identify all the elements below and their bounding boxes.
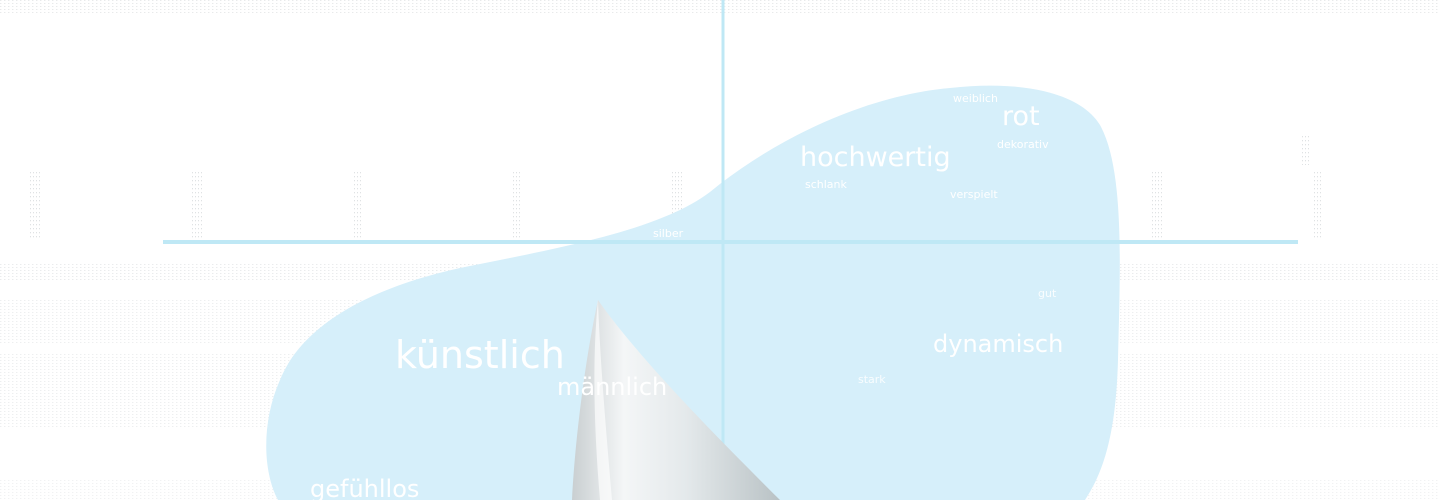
word-silber: silber (653, 227, 684, 240)
word-small-right: gut (1038, 287, 1057, 300)
word-verspielt: verspielt (950, 188, 998, 201)
word-weiblich: weiblich (953, 92, 998, 105)
perception-region (266, 85, 1120, 500)
word-maennlich: männlich (557, 373, 667, 401)
word-gefuehllos: gefühllos (310, 475, 419, 500)
cone-object (572, 300, 780, 500)
word-kuenstlich: künstlich (395, 333, 565, 377)
word-dekorativ: dekorativ (997, 138, 1049, 151)
word-hochwertig: hochwertig (800, 142, 951, 173)
word-small-center: stark (858, 373, 886, 386)
word-schlank: schlank (805, 178, 848, 191)
word-cloud: weiblich rot dekorativ hochwertig schlan… (310, 92, 1063, 500)
word-rot: rot (1002, 101, 1040, 132)
word-dynamisch: dynamisch (933, 330, 1063, 358)
